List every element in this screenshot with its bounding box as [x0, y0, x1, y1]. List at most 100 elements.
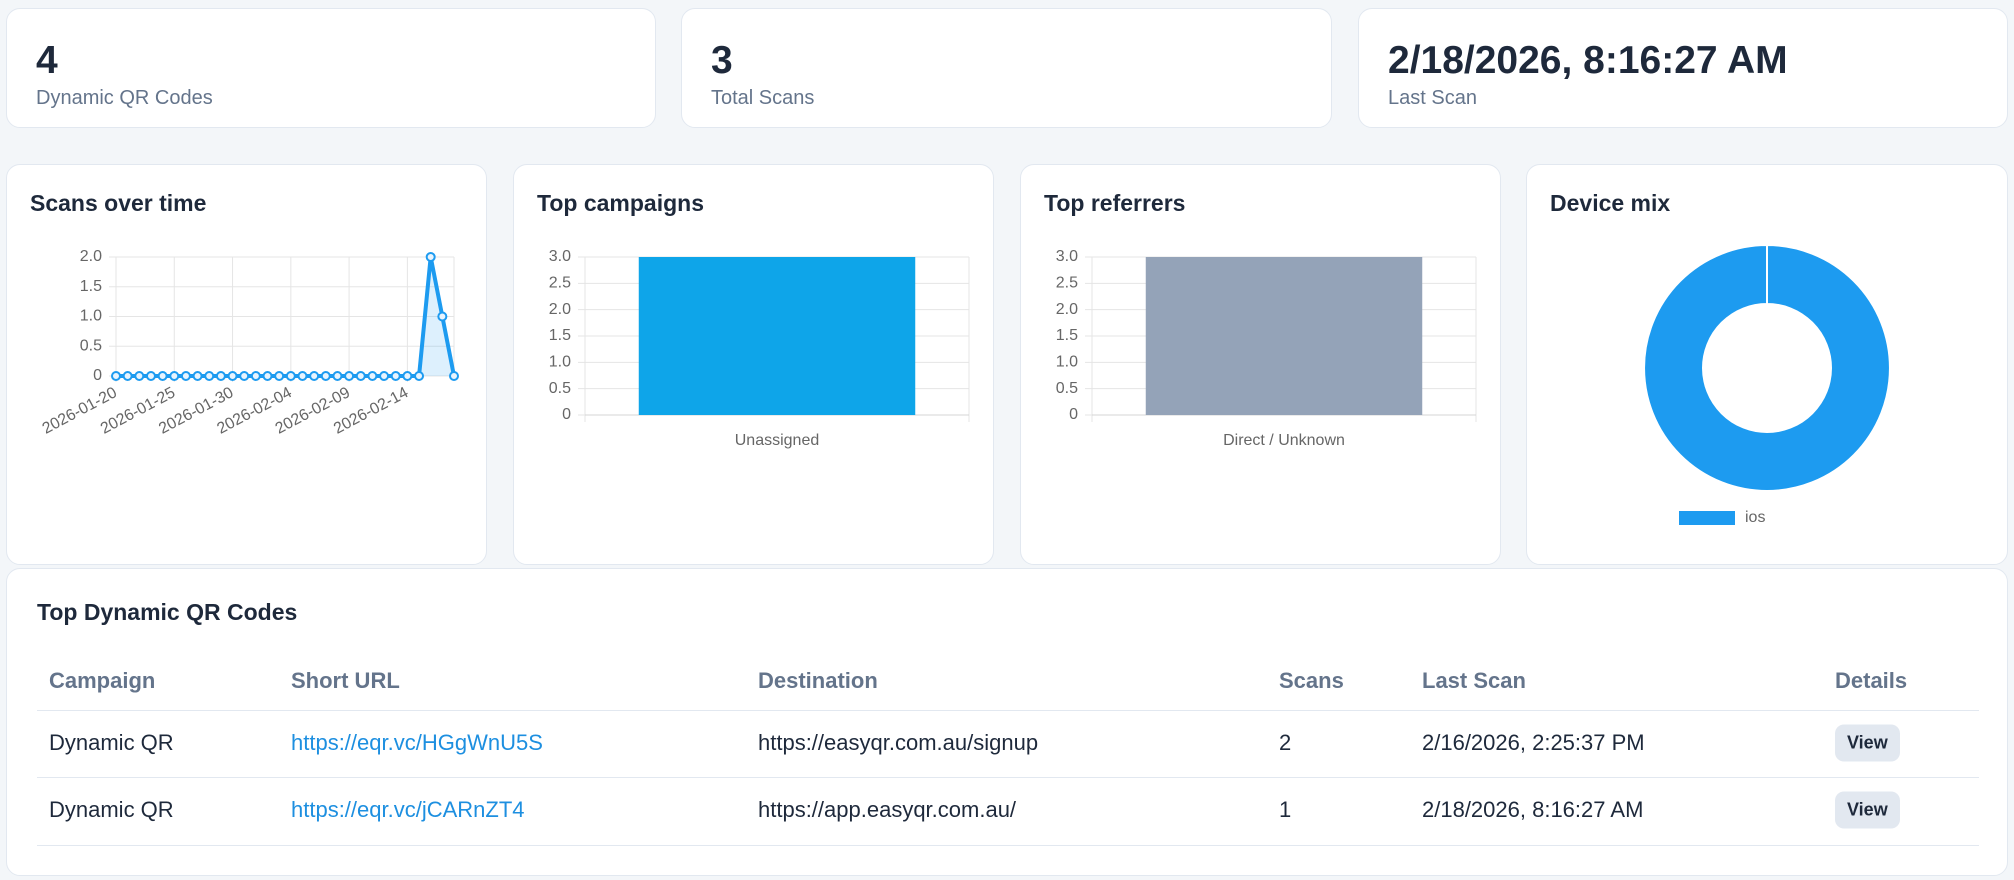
chart-title: Top referrers [1044, 190, 1186, 216]
point [332, 371, 343, 381]
point [227, 371, 238, 381]
stat-value: 2/18/2026, 8:16:27 AM [1388, 39, 1788, 82]
point [134, 371, 145, 381]
table-cell: Dynamic QR [49, 730, 174, 755]
point [157, 371, 168, 381]
point [239, 371, 250, 381]
point [355, 371, 366, 381]
x-tick-label: Direct / Unknown [1223, 432, 1345, 449]
chart-card: Device mix ios [1526, 164, 2008, 565]
point [437, 311, 448, 322]
table-title: Top Dynamic QR Codes [37, 599, 298, 625]
stat-label: Total Scans [711, 87, 815, 109]
pie-slice [1643, 243, 1891, 493]
short-url-link[interactable]: https://eqr.vc/HGgWnU5S [291, 730, 543, 755]
y-tick-label: 0.5 [549, 380, 571, 397]
point [262, 371, 273, 381]
stat-label: Last Scan [1388, 87, 1477, 109]
point [215, 371, 226, 381]
column-header: Details [1835, 668, 1908, 693]
chart: ios [1643, 243, 1891, 526]
chart-card: Scans over time 0 0.5 1.0 1.5 2.0 2026-01-20 2… [6, 164, 487, 565]
table-cell: https://easyqr.com.au/signup [758, 730, 1039, 755]
point [122, 371, 133, 381]
point [111, 371, 121, 381]
view-button[interactable]: View [1835, 791, 1900, 829]
point [367, 371, 378, 381]
y-tick-label: 2.5 [1056, 275, 1078, 292]
y-tick-label: 0.5 [80, 337, 102, 354]
point [285, 371, 296, 381]
row-divider [37, 777, 1979, 778]
point [192, 371, 203, 381]
y-tick-label: 1.0 [80, 308, 102, 325]
y-tick-label: 3.0 [1056, 248, 1078, 265]
stat-value: 4 [36, 39, 58, 82]
legend-swatch [1679, 511, 1735, 525]
column-header: Campaign [49, 668, 156, 693]
point [169, 371, 180, 381]
chart: 0 0.5 1.0 1.5 2.0 2.5 3.0 Direct / Unknown [1056, 248, 1477, 449]
stat-card: 3 Total Scans [681, 8, 1332, 128]
y-tick-label: 2.0 [80, 248, 102, 265]
row-divider [37, 710, 1979, 711]
point [414, 371, 425, 381]
y-tick-label: 2.0 [549, 301, 571, 318]
row-divider [37, 845, 1979, 846]
column-header: Destination [758, 668, 878, 693]
stat-value: 3 [711, 39, 733, 82]
legend-label: ios [1745, 509, 1765, 526]
x-tick-label: Unassigned [735, 432, 820, 449]
table-cell: 2 [1279, 730, 1292, 755]
y-tick-label: 2.5 [549, 275, 571, 292]
y-tick-label: 1.0 [1056, 354, 1078, 371]
point [379, 371, 390, 381]
column-header: Last Scan [1422, 668, 1526, 693]
chart-title: Top campaigns [537, 190, 704, 216]
point [402, 371, 413, 381]
short-url-link[interactable]: https://eqr.vc/jCARnZT4 [291, 797, 525, 822]
point [204, 371, 215, 381]
y-tick-label: 0 [562, 406, 571, 423]
point [309, 371, 320, 381]
table-cell: Dynamic QR [49, 797, 174, 822]
table-cell: 2/18/2026, 8:16:27 AM [1422, 797, 1644, 822]
point [274, 371, 285, 381]
point [449, 371, 459, 381]
bar [638, 257, 916, 415]
table-cell: https://app.easyqr.com.au/ [758, 797, 1017, 822]
point [180, 371, 191, 381]
column-header: Scans [1279, 668, 1344, 693]
y-tick-label: 2.0 [1056, 301, 1078, 318]
point [145, 371, 156, 381]
y-tick-label: 1.0 [549, 354, 571, 371]
y-tick-label: 1.5 [80, 278, 102, 295]
y-tick-label: 1.5 [1056, 327, 1078, 344]
chart-card: Top campaigns 0 0.5 1.0 1.5 2.0 2.5 3.0 Unassig… [513, 164, 994, 565]
y-tick-label: 1.5 [549, 327, 571, 344]
chart-card: Top referrers 0 0.5 1.0 1.5 2.0 2.5 3.0 Direct … [1020, 164, 1501, 565]
bar [1145, 257, 1423, 415]
point [297, 371, 308, 381]
point [344, 371, 355, 381]
y-tick-label: 0 [1069, 406, 1078, 423]
chart: 0 0.5 1.0 1.5 2.0 2.5 3.0 Unassigned [549, 248, 970, 449]
table-card: Top Dynamic QR Codes Campaign Short URL De… [6, 568, 2008, 876]
point [390, 371, 401, 381]
chart-title: Scans over time [30, 190, 207, 216]
table-cell: 1 [1279, 797, 1292, 822]
view-button[interactable]: View [1835, 724, 1900, 762]
stat-card: 2/18/2026, 8:16:27 AM Last Scan [1358, 8, 2008, 128]
y-tick-label: 0 [93, 367, 102, 384]
point [425, 252, 436, 262]
chart: 00.51.01.52.02026-01-202026-01-252026-01… [40, 248, 459, 438]
point [250, 371, 261, 381]
stat-label: Dynamic QR Codes [36, 87, 213, 109]
chart-title: Device mix [1550, 190, 1671, 216]
stat-card: 4 Dynamic QR Codes [6, 8, 656, 128]
y-tick-label: 3.0 [549, 248, 571, 265]
column-header: Short URL [291, 668, 400, 693]
table-cell: 2/16/2026, 2:25:37 PM [1422, 730, 1645, 755]
point [320, 371, 331, 381]
